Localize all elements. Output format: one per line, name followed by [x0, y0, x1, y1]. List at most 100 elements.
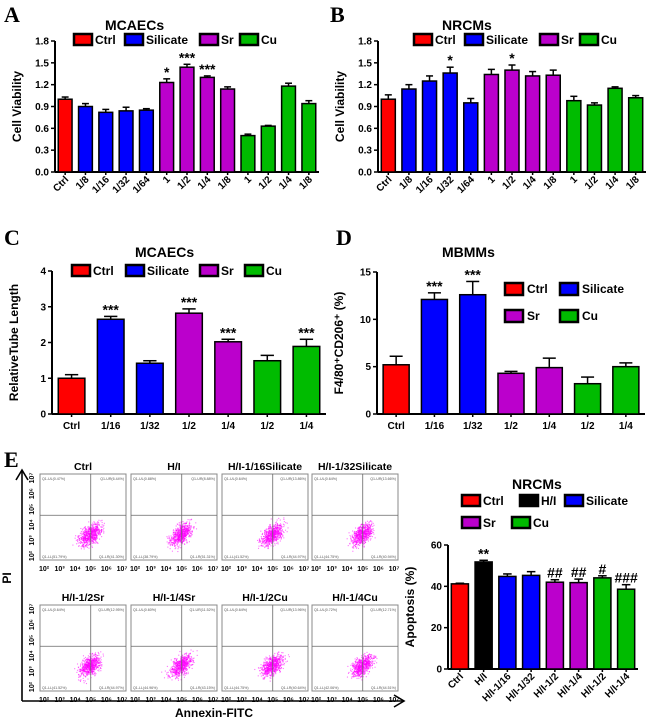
scatter-dot	[84, 541, 86, 543]
scatter-dot	[94, 538, 96, 540]
scatter-dot	[181, 656, 184, 658]
scatter-dot	[88, 658, 90, 660]
scatter-dot	[85, 541, 87, 543]
scatter-dot	[91, 537, 93, 539]
scatter-dot	[87, 533, 89, 535]
scatter-dot	[276, 661, 278, 663]
scatter-dot	[270, 526, 272, 528]
scatter-dot	[271, 671, 273, 673]
scatter-dot	[99, 664, 102, 666]
scatter-dot	[79, 665, 81, 667]
scatter-dot	[367, 536, 369, 539]
scatter-dot	[370, 525, 372, 527]
y-tick-label: 0	[365, 410, 371, 421]
scatter-dot	[184, 670, 186, 672]
scatter-dot	[180, 670, 182, 672]
scatter-dot	[179, 663, 181, 665]
scatter-dot	[264, 672, 266, 674]
scatter-dot	[98, 525, 100, 527]
scatter-dot	[181, 540, 183, 542]
scatter-dot	[360, 523, 362, 526]
scatter-dot	[188, 534, 190, 536]
scatter-dot	[92, 535, 94, 537]
scatter-dot	[278, 537, 280, 539]
scatter-dot	[80, 669, 83, 671]
flow-plot-title: H/I-1/32Silicate	[318, 461, 392, 473]
scatter-dot	[277, 536, 279, 538]
scatter-dot	[361, 526, 363, 528]
scatter-dot	[274, 528, 276, 530]
scatter-dot	[102, 525, 104, 527]
scatter-dot	[166, 665, 168, 667]
scatter-dot	[87, 538, 89, 540]
scatter-dot	[174, 533, 176, 535]
quadrant-ur-label: Q1-UR(6.44%)	[100, 477, 124, 481]
scatter-dot	[97, 651, 99, 653]
scatter-dot	[78, 675, 80, 677]
scatter-dot	[170, 535, 172, 537]
scatter-dot	[78, 538, 81, 540]
bar	[524, 75, 541, 173]
scatter-dot	[181, 659, 183, 661]
quadrant-ll-label: Q1-LL(51.79%)	[42, 555, 67, 559]
scatter-dot	[93, 658, 95, 660]
x-tick-label: 1/16	[425, 421, 445, 432]
scatter-dot	[278, 532, 280, 534]
scatter-dot	[179, 539, 182, 541]
scatter-dot	[87, 537, 89, 539]
scatter-dot	[352, 546, 355, 548]
scatter-dot	[273, 524, 275, 526]
scatter-dot	[92, 664, 94, 666]
scatter-dot	[174, 541, 176, 543]
scatter-dot	[178, 654, 180, 656]
scatter-dot	[96, 655, 98, 657]
bar	[616, 588, 636, 670]
scatter-dot	[83, 670, 85, 672]
scatter-dot	[180, 666, 182, 668]
scatter-dot	[356, 531, 358, 533]
scatter-dot	[193, 657, 195, 659]
scatter-dot	[354, 545, 356, 547]
scatter-dot	[276, 539, 278, 541]
scatter-dot	[84, 529, 87, 531]
scatter-dot	[180, 663, 182, 665]
scatter-dot	[265, 672, 267, 674]
scatter-dot	[185, 660, 187, 662]
scatter-dot	[183, 676, 185, 678]
bar	[135, 362, 164, 415]
scatter-dot	[264, 532, 266, 534]
scatter-dot	[88, 662, 90, 664]
scatter-dot	[87, 535, 89, 537]
scatter-dot	[174, 661, 176, 664]
chart-title: MCAECs	[135, 244, 194, 260]
scatter-dot	[267, 546, 270, 548]
scatter-dot	[80, 548, 82, 550]
scatter-dot	[353, 544, 356, 546]
scatter-dot	[100, 526, 102, 528]
scatter-dot	[364, 539, 366, 541]
scatter-dot	[367, 535, 369, 537]
scatter-dot	[264, 542, 267, 544]
scatter-dot	[270, 674, 272, 676]
scatter-dot	[92, 530, 94, 532]
scatter-dot	[356, 538, 358, 540]
scatter-dot	[97, 526, 99, 529]
scatter-dot	[370, 538, 372, 540]
scatter-dot	[280, 537, 282, 539]
scatter-dot	[186, 673, 188, 675]
scatter-dot	[87, 529, 89, 531]
scatter-dot	[279, 660, 281, 662]
quadrant-ul-label: Q1-UL(0.64%)	[314, 477, 337, 481]
bar	[474, 561, 493, 670]
scatter-dot	[360, 535, 363, 537]
scatter-dot	[95, 529, 97, 531]
scatter-dot	[75, 535, 77, 537]
scatter-dot	[79, 679, 81, 681]
scatter-dot	[354, 533, 356, 535]
y-tick-label: 1.2	[35, 80, 49, 91]
scatter-dot	[99, 662, 102, 664]
significance-label: ***	[465, 266, 482, 282]
scatter-dot	[97, 666, 99, 669]
scatter-dot	[269, 534, 271, 536]
